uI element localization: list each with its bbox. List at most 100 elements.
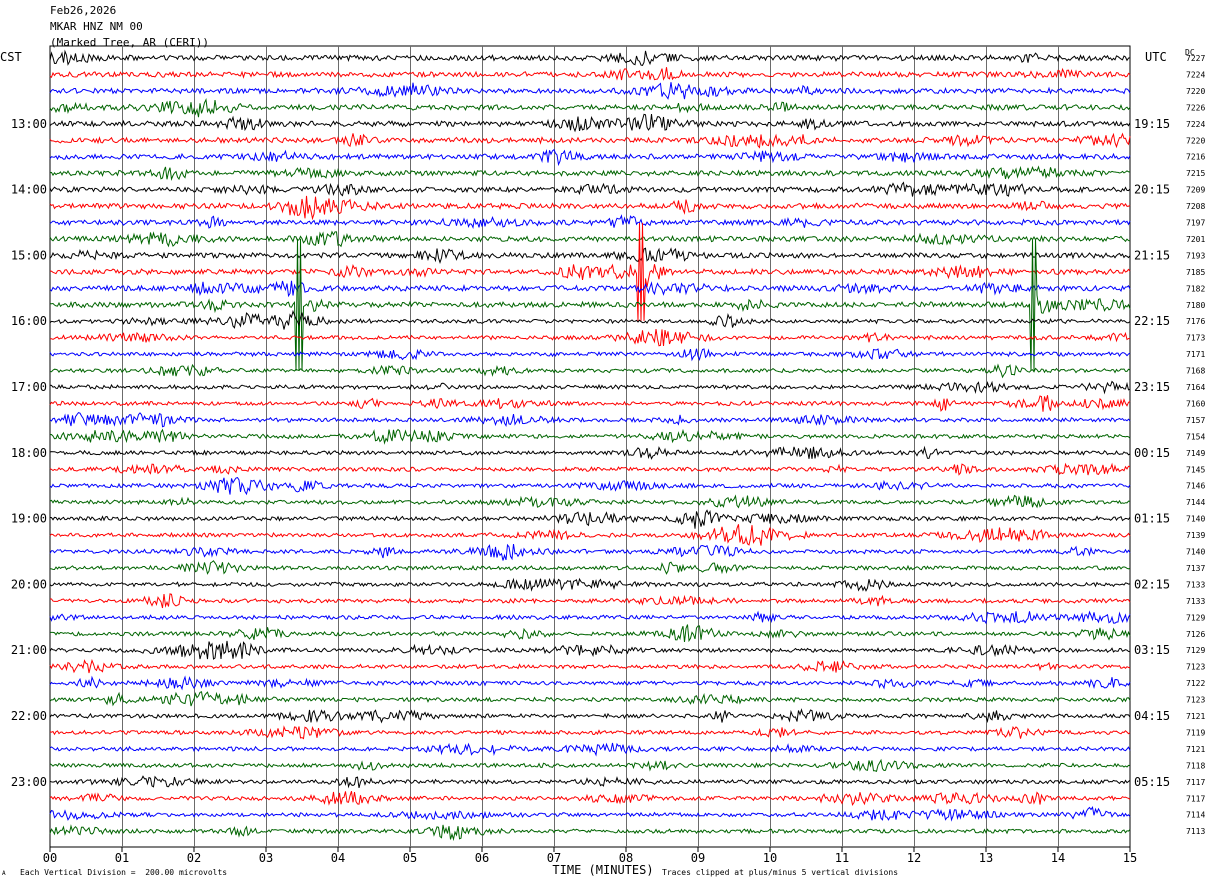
dc-offset-label: 7126 [1186,630,1205,639]
dc-offset-label: 7123 [1186,696,1205,705]
right-hour-label: 20:15 [1134,183,1170,197]
left-hour-label: 20:00 [11,577,47,591]
trace-line [49,380,1131,395]
trace-line [49,132,1131,149]
x-tick-label: 11 [835,851,849,865]
date-label: Feb26,2026 [50,4,117,17]
dc-offset-label: 7176 [1186,317,1205,326]
right-hour-label: 03:15 [1134,643,1170,657]
trace-line [49,494,1131,509]
plot-frame [49,45,1131,848]
x-tick-label: 03 [259,851,273,865]
dc-offset-label: 7220 [1186,136,1205,145]
trace-line [49,658,1131,674]
trace-line [49,67,1131,81]
right-timezone-label: UTC [1145,50,1167,64]
right-hour-label: 22:15 [1134,314,1170,328]
x-tick-label: 00 [43,851,57,865]
x-tick-label: 09 [691,851,705,865]
dc-offset-label: 7201 [1186,235,1205,244]
dc-offset-label: 7216 [1186,153,1205,162]
dc-offset-label: 7139 [1186,531,1205,540]
left-timezone-label: CST [0,50,22,64]
right-hour-label: 04:15 [1134,709,1170,723]
trace-line [50,624,1131,643]
dc-offset-label: 7122 [1186,679,1205,688]
x-tick-label: 06 [475,851,489,865]
dc-offset-label: 7129 [1186,613,1205,622]
dc-offset-label: 7137 [1186,564,1205,573]
x-tick-label: 10 [763,851,777,865]
dc-offset-label: 7224 [1186,120,1205,129]
trace-line [49,675,1131,691]
trace-line [49,395,1131,412]
trace-line [49,806,1131,822]
x-tick-label: 07 [547,851,561,865]
trace-line [49,691,1131,707]
dc-offset-label: 7145 [1186,465,1205,474]
dc-offset-label: 7182 [1186,284,1205,293]
dc-offset-label: 7140 [1186,548,1205,557]
dc-offset-label: 7118 [1186,761,1205,770]
x-tick-label: 13 [979,851,993,865]
dc-offset-label: 7215 [1186,169,1205,178]
x-tick-label: 05 [403,851,417,865]
trace-line [49,195,1131,221]
trace-line [49,82,1131,100]
trace-line [49,560,1131,575]
left-hour-label: 17:00 [11,380,47,394]
dc-offset-label: 7164 [1186,383,1205,392]
trace-line [49,577,1131,592]
trace-line [49,329,1131,347]
left-hour-label: 19:00 [11,512,47,526]
dc-offset-label: 7121 [1186,745,1205,754]
dc-offset-label: 7193 [1186,251,1205,260]
trace-line [49,708,1131,724]
trace-line [49,238,1131,371]
dc-label: DC [1185,48,1195,57]
trace-line [49,247,1131,264]
trace-line [49,775,1131,789]
right-hour-label: 02:15 [1134,577,1170,591]
trace-line [49,280,1131,298]
dc-offset-label: 7114 [1186,811,1205,820]
trace-line [49,524,1131,546]
x-tick-label: 12 [907,851,921,865]
dc-offset-label: 7117 [1186,794,1205,803]
trace-line [49,165,1131,182]
trace-line [49,113,1131,133]
trace-line [49,477,1131,496]
trace-line [49,640,1131,660]
dc-offset-label: 7146 [1186,482,1205,491]
trace-line [49,462,1131,476]
right-hour-label: 23:15 [1134,380,1170,394]
dc-offset-label: 7117 [1186,778,1205,787]
dc-offset-label: 7180 [1186,301,1205,310]
dc-offset-label: 7185 [1186,268,1205,277]
dc-offset-label: 7197 [1186,219,1205,228]
trace-line [49,97,1131,118]
right-hour-label: 05:15 [1134,775,1170,789]
trace-line [49,348,1131,362]
x-tick-label: 02 [187,851,201,865]
trace-line [49,610,1131,625]
dc-offset-label: 7173 [1186,334,1205,343]
dc-offset-label: 7224 [1186,70,1205,79]
left-hour-label: 13:00 [11,117,47,131]
dc-offset-label: 7168 [1186,367,1205,376]
left-hour-label: 22:00 [11,709,47,723]
dc-offset-label: 7113 [1186,827,1205,836]
right-hour-label: 21:15 [1134,248,1170,262]
trace-line [49,791,1131,807]
trace-line [49,593,1131,609]
dc-offset-label: 7226 [1186,103,1205,112]
right-hour-label: 19:15 [1134,117,1170,131]
clip-note: Traces clipped at plus/minus 5 vertical … [662,868,899,877]
dc-offset-label: 7129 [1186,646,1205,655]
trace-line [49,309,1131,330]
trace-line [49,725,1131,740]
scale-note: Each Vertical Division = 200.00 microvol… [20,868,228,877]
dc-offset-label: 7160 [1186,399,1205,408]
trace-line [49,742,1131,757]
